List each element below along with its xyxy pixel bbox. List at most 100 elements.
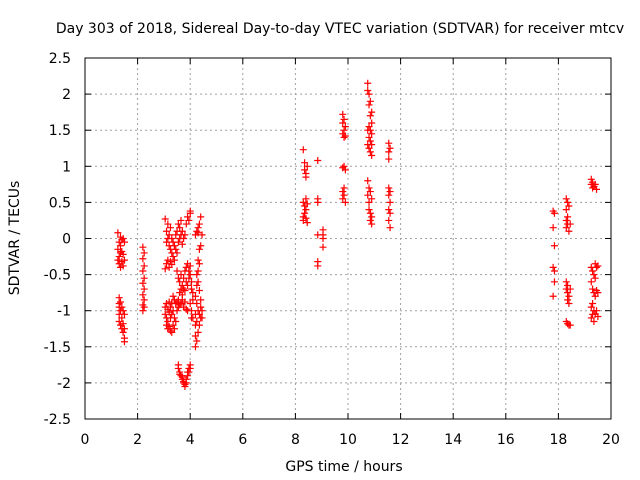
data-point [181,383,189,391]
data-point [185,267,193,275]
data-point [140,249,148,257]
data-point [302,206,310,214]
axis-ticks [84,57,612,420]
data-point [168,235,176,242]
data-point [161,310,169,318]
data-point [341,132,349,140]
data-point [299,198,307,206]
data-point [172,318,180,326]
data-point [186,271,194,279]
data-point [364,79,372,87]
data-point [165,323,173,331]
data-point [303,162,311,170]
data-point [319,235,327,242]
data-point [314,198,322,206]
data-point [114,229,122,237]
data-point [566,285,574,293]
data-point [177,216,185,224]
data-point [366,137,374,145]
data-point [365,206,373,214]
data-point [314,262,322,270]
data-point [173,249,181,257]
data-point [303,200,311,208]
data-point [368,195,376,203]
data-point [364,86,372,94]
data-point [194,328,202,336]
data-point [385,216,393,224]
data-point [364,177,372,185]
data-point [197,303,205,311]
data-point [119,262,127,270]
data-point [385,184,393,192]
data-point [368,151,376,159]
data-point [194,229,202,237]
data-point [184,281,192,289]
data-point [115,299,123,307]
data-point [319,243,327,251]
data-point [589,299,597,307]
data-point [591,274,599,282]
x-tick-label: 10 [339,432,357,448]
data-point [139,255,147,263]
data-point [195,321,203,329]
data-point [365,123,373,131]
data-point [118,314,126,322]
y-tick-label: -2 [57,376,71,392]
x-tick-label: 4 [186,432,195,448]
data-point [189,314,197,322]
y-tick-label: 2 [62,87,71,103]
data-point [594,262,602,270]
data-point [565,227,573,235]
data-point [182,375,190,383]
data-point [139,279,147,287]
y-tick-labels: -2.5 -2 -1.5 -1 -0.5 0 0.5 1 1.5 2 2.5 [44,51,71,428]
data-point [549,292,557,300]
data-point [365,144,373,152]
data-point [188,285,196,293]
x-tick-label: 16 [497,432,515,448]
data-point [172,245,180,253]
data-point [165,231,173,239]
data-point [161,265,169,273]
data-point [368,119,376,127]
x-tick-label: 2 [133,432,142,448]
data-point [566,220,574,228]
data-point [339,188,347,196]
data-point [182,305,190,313]
chart-title: Day 303 of 2018, Sidereal Day-to-day VTE… [56,21,624,37]
data-point [139,243,147,251]
data-point [302,173,310,181]
data-point [176,301,184,309]
data-point [170,256,178,264]
x-tick-label: 18 [549,432,567,448]
data-point [174,364,182,372]
data-point [341,123,349,131]
data-point [340,191,348,199]
data-point [168,260,176,268]
data-point [341,166,349,174]
data-point [301,159,309,167]
data-point [339,119,347,127]
x-tick-label: 14 [444,432,462,448]
data-point [562,206,570,214]
data-point [186,262,194,270]
data-point [340,162,348,170]
data-point [385,148,393,156]
data-point [594,312,602,320]
data-point [550,278,558,286]
data-point [386,209,394,217]
data-point [198,231,206,239]
data-point [565,292,573,300]
data-point [140,285,148,293]
data-point [168,328,176,336]
data-point [189,289,197,297]
data-point [174,220,182,228]
data-point [564,296,572,304]
data-point [166,224,174,232]
data-point [587,303,595,311]
data-point [550,209,558,217]
data-point [340,126,348,134]
data-point [181,286,189,294]
data-point [140,303,148,311]
